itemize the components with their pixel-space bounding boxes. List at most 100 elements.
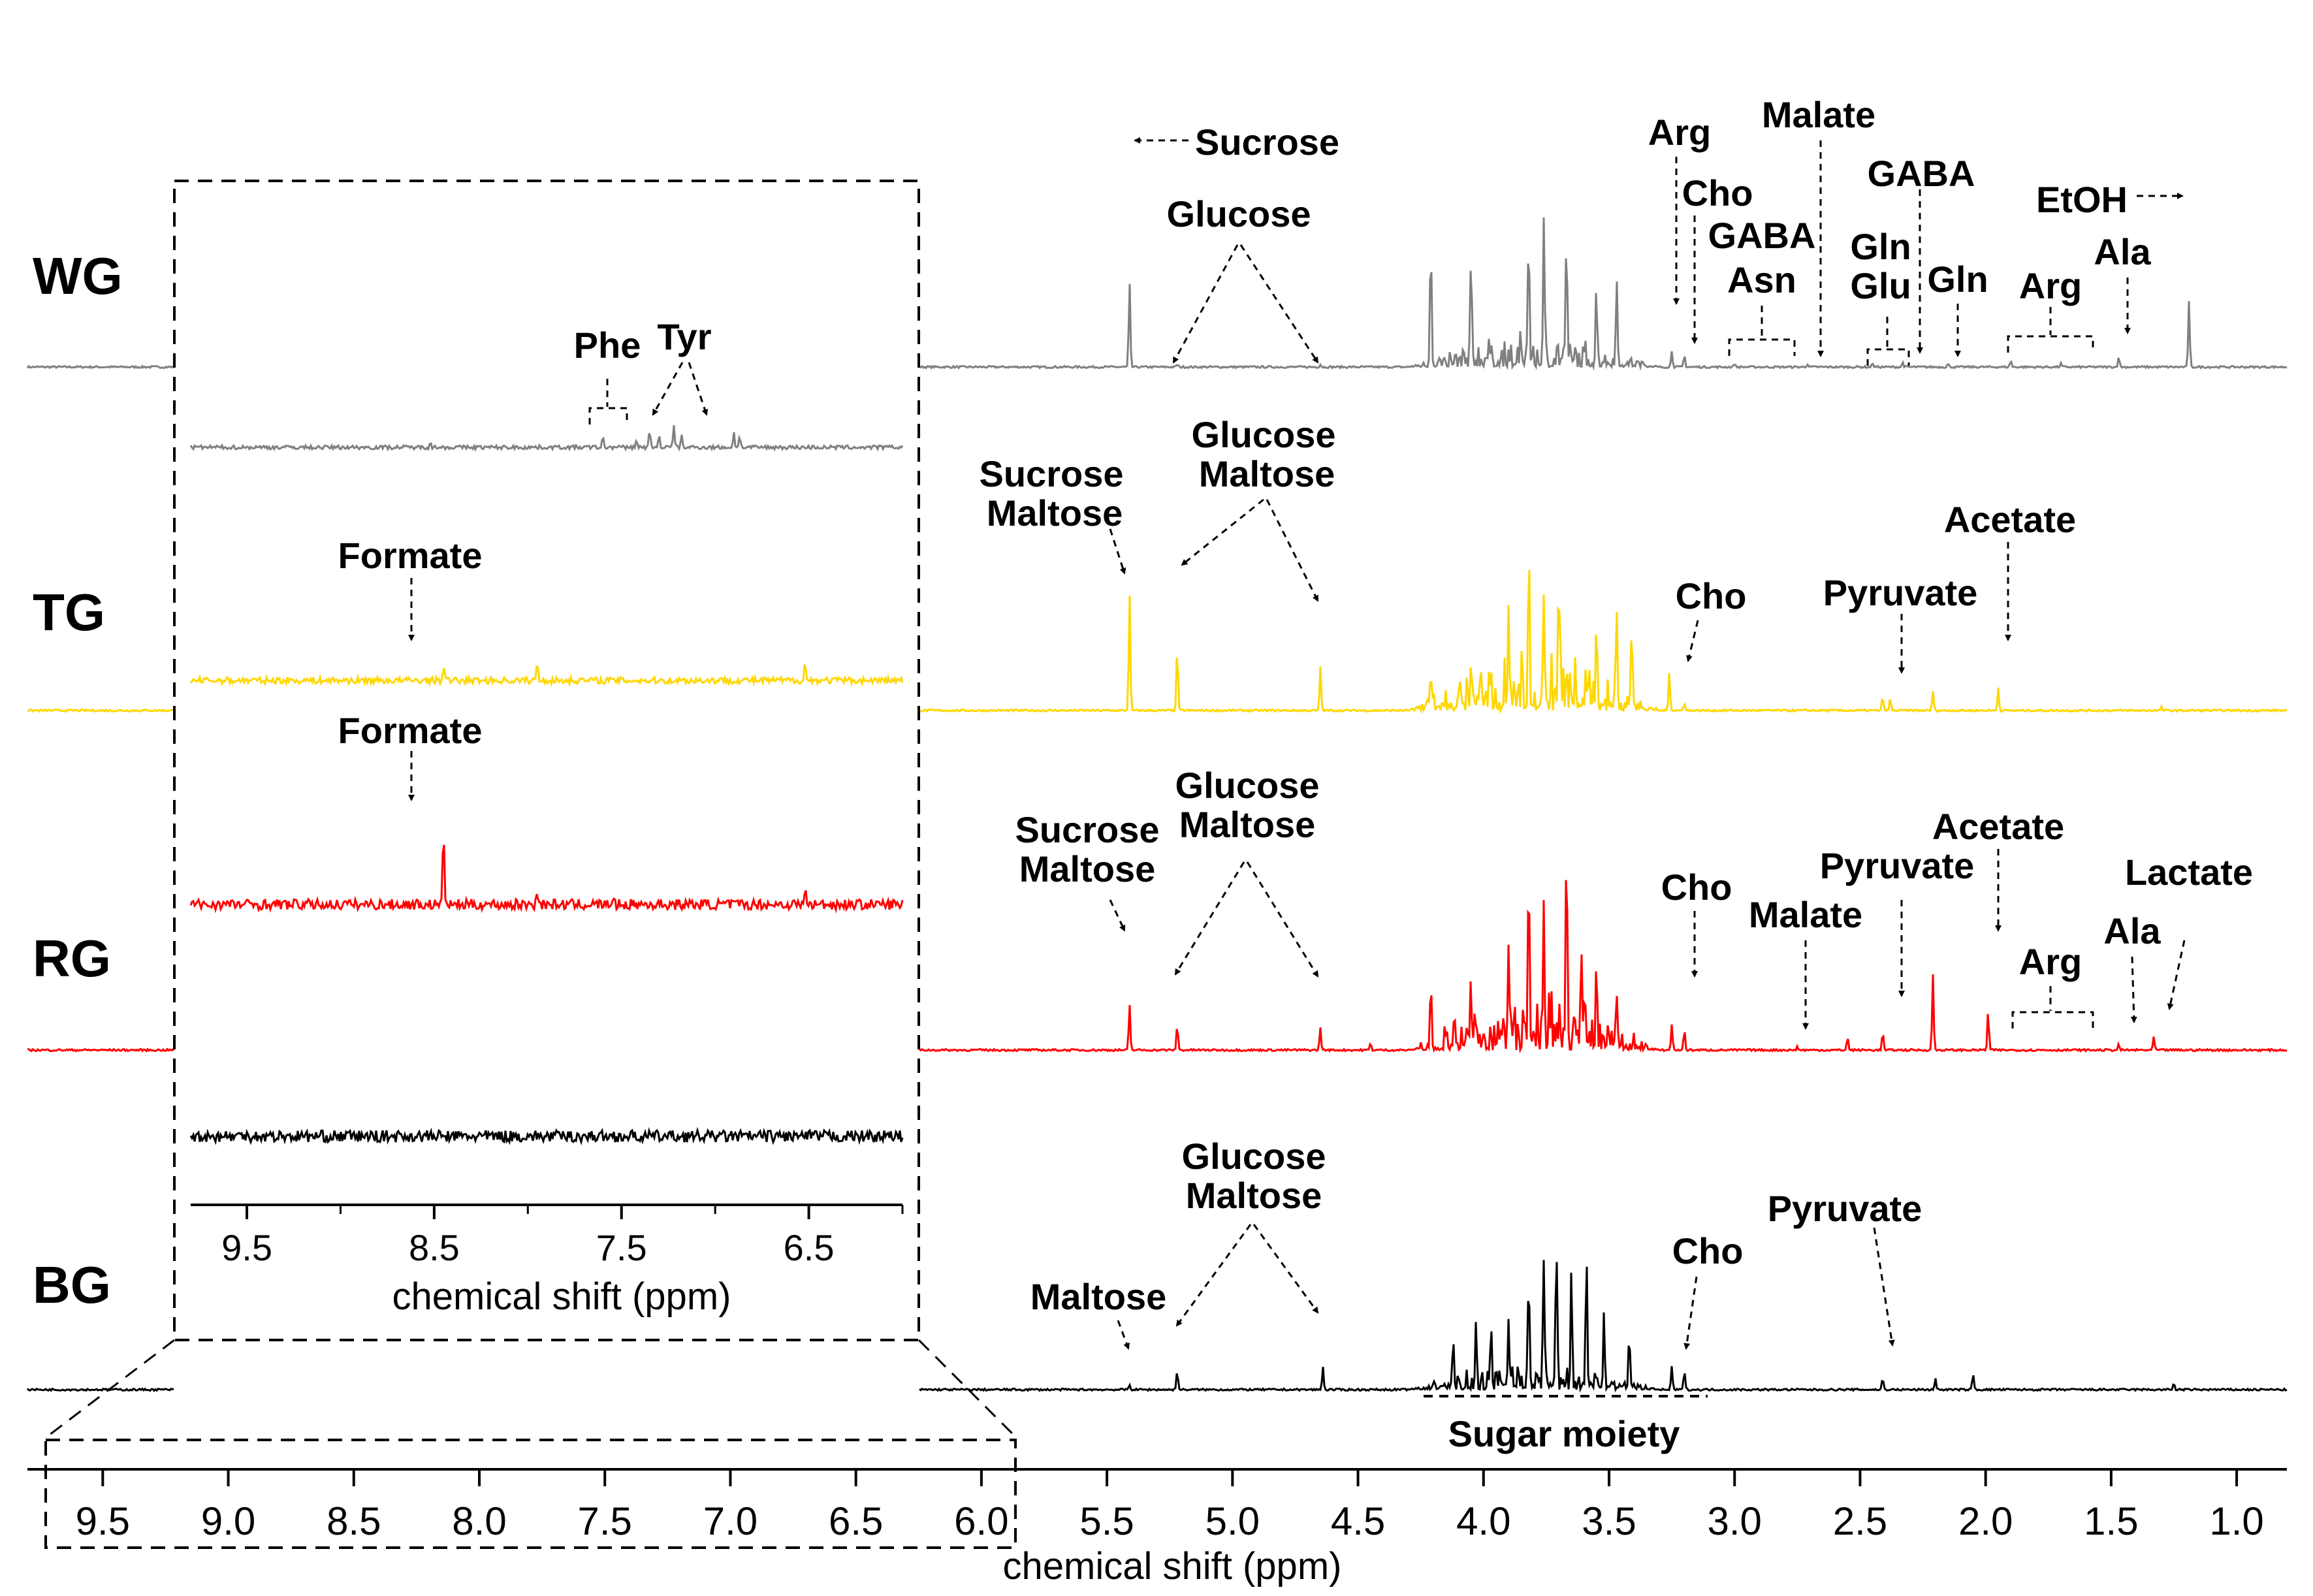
- label-wg-glucose: Glucose: [1167, 193, 1311, 234]
- label-rg-maltose2: Maltose: [1179, 804, 1316, 845]
- label-tg-pyruvate: Pyruvate: [1823, 572, 1978, 613]
- label-tg-acetate: Acetate: [1944, 499, 2076, 540]
- spectrum-bg: [26, 1387, 174, 1392]
- arrow-bg-glucose-1: [1175, 1224, 1252, 1327]
- bracket-rg-arg: [2011, 1011, 2094, 1029]
- main-tick-label: 8.5: [327, 1499, 381, 1543]
- main-tick-label: 7.0: [703, 1499, 758, 1543]
- arrow-wg-glucose-2: [1239, 244, 1319, 364]
- label-bg-maltose1: Maltose: [1030, 1276, 1167, 1317]
- arrow-tg-cho: [1686, 620, 1699, 662]
- inset-spectrum-rg: [189, 844, 904, 914]
- label-wg-glu: Glu: [1850, 265, 1911, 306]
- tg-annotations: [1109, 498, 2011, 674]
- main-tick-label: 5.0: [1205, 1499, 1260, 1543]
- label-rg-malate: Malate: [1749, 894, 1862, 935]
- main-tick-label: 2.0: [1958, 1499, 2013, 1543]
- inset-spectrum-wg: [189, 425, 904, 452]
- label-wg-gaba1: GABA: [1708, 215, 1816, 256]
- label-wg-cho: Cho: [1682, 172, 1753, 214]
- inset-tick-label: 6.5: [784, 1227, 835, 1268]
- inset-tick-label: 9.5: [221, 1227, 272, 1268]
- spectra-traces: [26, 217, 2288, 1393]
- label-rg-lactate: Lactate: [2125, 852, 2253, 893]
- rg-annotations: [1109, 849, 2186, 1030]
- label-tg-sucrose: Sucrose: [980, 453, 1124, 494]
- inset-frame: [173, 180, 920, 1341]
- label-inset-phe: Phe: [574, 325, 641, 366]
- spectrum-tg: [27, 708, 174, 713]
- main-tick-label: 3.5: [1582, 1499, 1636, 1543]
- label-rg-arg: Arg: [2019, 941, 2082, 982]
- arrow-inset-tyr-2: [688, 362, 709, 416]
- inset-spectrum-tg: [189, 664, 904, 688]
- main-tick-label: 1.0: [2209, 1499, 2263, 1543]
- bracket-wg-glu: [1866, 348, 1910, 366]
- bracket-inset-phe: [588, 407, 628, 424]
- wg-annotations: [1134, 137, 2184, 366]
- inset-tick-label: 7.5: [596, 1227, 647, 1268]
- label-rg-cho: Cho: [1661, 867, 1732, 908]
- arrow-rg-glucose-1: [1174, 861, 1245, 976]
- arrow-tg-glucose-2: [1266, 499, 1319, 602]
- inset-annotations: [408, 362, 709, 801]
- spectrum-rg: [27, 1047, 174, 1053]
- inset-spectra-traces: [189, 425, 904, 1145]
- inset-x-axis: 9.5 8.5 7.5 6.5: [191, 1204, 904, 1268]
- arrow-rg-ala: [2130, 956, 2137, 1023]
- arrow-wg-glucose-1: [1172, 244, 1239, 364]
- arrow-rg-glucose-2: [1246, 861, 1319, 978]
- group-label-rg: RG: [33, 929, 111, 987]
- inset-axis-title: chemical shift (ppm): [392, 1275, 731, 1318]
- bracket-wg-asn: [1728, 338, 1796, 356]
- main-tick-label: 5.5: [1079, 1499, 1134, 1543]
- label-wg-sucrose: Sucrose: [1195, 121, 1339, 163]
- label-wg-gln2: Gln: [1927, 259, 1988, 300]
- group-label-tg: TG: [33, 583, 105, 641]
- label-rg-acetate: Acetate: [1932, 806, 2064, 847]
- label-tg-glucose: Glucose: [1192, 414, 1336, 455]
- zoom-region-box: [44, 1439, 1017, 1549]
- inset-connector-left: [46, 1339, 175, 1438]
- main-axis-title: chemical shift (ppm): [1003, 1545, 1342, 1588]
- main-tick-label: 4.0: [1456, 1499, 1510, 1543]
- spectrum-rg: [919, 880, 2288, 1054]
- bracket-wg-arg2: [2007, 335, 2094, 353]
- main-tick-label: 3.0: [1708, 1499, 1762, 1543]
- label-bg-pyruvate: Pyruvate: [1768, 1188, 1922, 1229]
- label-wg-malate: Malate: [1762, 94, 1875, 135]
- label-wg-etoh: EtOH: [2036, 179, 2128, 220]
- main-tick-label: 7.5: [578, 1499, 632, 1543]
- label-wg-gaba2: GABA: [1868, 153, 1975, 194]
- main-tick-label: 1.5: [2084, 1499, 2138, 1543]
- bg-annotations: [1117, 1224, 1895, 1350]
- label-inset-formate-rg: Formate: [338, 710, 483, 751]
- label-bg-maltose2: Maltose: [1186, 1175, 1322, 1216]
- label-wg-asn: Asn: [1727, 259, 1796, 300]
- label-rg-pyruvate: Pyruvate: [1820, 845, 1975, 886]
- label-rg-glucose: Glucose: [1175, 765, 1320, 806]
- spectrum-wg: [919, 217, 2288, 371]
- label-rg-sucrose: Sucrose: [1015, 809, 1160, 850]
- label-wg-ala: Ala: [2094, 231, 2151, 272]
- label-wg-arg2: Arg: [2019, 265, 2082, 306]
- label-bg-glucose: Glucose: [1182, 1136, 1326, 1177]
- main-tick-label: 2.5: [1833, 1499, 1887, 1543]
- label-rg-ala: Ala: [2103, 910, 2161, 951]
- label-wg-gln1: Gln: [1850, 226, 1911, 267]
- arrow-bg-pyruvate: [1873, 1227, 1895, 1347]
- arrow-bg-cho: [1683, 1276, 1698, 1350]
- arrow-inset-tyr-1: [652, 362, 684, 416]
- label-inset-formate-tg: Formate: [338, 535, 483, 576]
- spectrum-bg: [919, 1260, 2288, 1393]
- label-rg-maltose1: Maltose: [1019, 848, 1156, 889]
- arrow-rg-lactate: [2167, 940, 2186, 1010]
- inset-tick-label: 8.5: [409, 1227, 460, 1268]
- main-x-axis: 9.5 9.0 8.5 8.0 7.5 7.0 6.5 6.0 5.5 5.0 4.5 4.0 3.5 3…: [27, 1468, 2287, 1543]
- main-tick-label: 8.0: [452, 1499, 506, 1543]
- arrow-bg-glucose-2: [1252, 1224, 1319, 1314]
- main-tick-label: 4.5: [1331, 1499, 1385, 1543]
- spectrum-tg: [919, 569, 2288, 714]
- main-tick-label: 9.5: [76, 1499, 130, 1543]
